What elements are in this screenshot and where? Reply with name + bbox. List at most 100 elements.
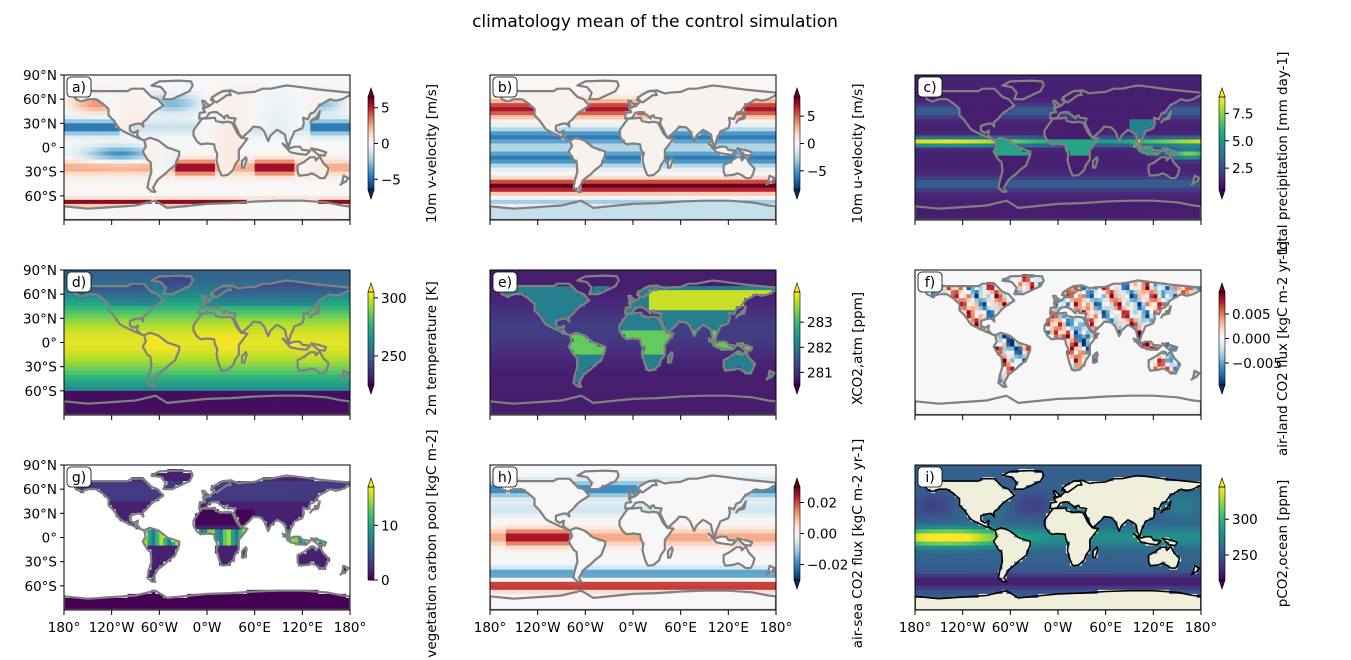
map-cell — [91, 207, 97, 213]
map-cell — [334, 83, 339, 88]
map-cell — [326, 87, 331, 92]
map-cell — [704, 135, 710, 141]
map-cell — [87, 159, 93, 165]
map-cell — [585, 147, 590, 153]
map-cell — [167, 99, 172, 104]
map-cell — [581, 75, 586, 80]
map-cell — [644, 175, 650, 181]
map-cell — [282, 75, 288, 80]
map-cell — [529, 87, 535, 92]
map-cell — [581, 167, 586, 173]
map-cell — [210, 163, 216, 169]
map-cell — [250, 159, 256, 165]
map-cell — [660, 191, 666, 197]
map-cell — [613, 163, 618, 169]
map-cell — [230, 87, 236, 92]
map-cell — [589, 159, 594, 165]
map-cell — [541, 79, 547, 84]
map-cell — [334, 191, 339, 197]
map-cell — [226, 175, 232, 181]
map-cell — [143, 83, 149, 88]
map-cell — [111, 87, 117, 92]
map-cell — [111, 151, 117, 157]
map-cell — [298, 135, 303, 141]
map-cell — [135, 79, 141, 84]
map-cell — [107, 131, 113, 137]
map-cell — [696, 111, 702, 116]
map-cell — [155, 195, 160, 201]
map-cell — [230, 119, 236, 124]
map-cell — [672, 187, 678, 193]
map-cell — [167, 163, 172, 169]
map-cell — [278, 95, 284, 100]
map-cell — [95, 95, 101, 100]
map-cell — [664, 155, 670, 161]
map-cell — [135, 147, 141, 153]
map-cell — [617, 79, 622, 84]
map-cell — [537, 147, 543, 153]
map-cell — [187, 175, 192, 181]
map-cell — [652, 131, 658, 137]
map-cell — [266, 167, 272, 173]
map-cell — [648, 183, 654, 189]
map-cell — [210, 191, 216, 197]
map-cell — [250, 139, 256, 145]
map-cell — [736, 75, 741, 80]
map-cell — [159, 91, 164, 96]
map-cell — [207, 87, 212, 92]
map-cell — [740, 175, 745, 181]
map-cell — [764, 99, 769, 104]
map-cell — [680, 115, 686, 120]
map-cell — [768, 87, 773, 92]
map-cell — [640, 87, 646, 92]
map-cell — [521, 191, 527, 197]
map-cell — [214, 123, 220, 128]
map-cell — [270, 179, 276, 185]
map-cell — [724, 167, 729, 173]
map-cell — [195, 179, 200, 185]
map-cell — [569, 95, 575, 100]
map-cell — [346, 99, 350, 104]
map-cell — [314, 179, 319, 185]
map-cell — [672, 75, 678, 80]
map-cell — [139, 183, 145, 189]
map-cell — [306, 143, 311, 149]
map-cell — [167, 107, 172, 112]
map-cell — [490, 107, 495, 112]
map-cell — [191, 107, 196, 112]
map-cell — [636, 163, 642, 169]
map-cell — [565, 119, 571, 124]
map-cell — [621, 195, 626, 201]
map-cell — [704, 151, 710, 157]
colorbar-segment — [368, 143, 374, 147]
map-cell — [728, 107, 733, 112]
map-cell — [342, 111, 347, 116]
map-cell — [115, 167, 121, 173]
map-cell — [302, 83, 307, 88]
map-cell — [708, 99, 714, 104]
map-cell — [605, 175, 610, 181]
coastline — [310, 147, 328, 157]
map-cell — [617, 199, 622, 205]
map-cell — [573, 115, 578, 120]
map-cell — [210, 207, 216, 213]
map-cell — [310, 107, 315, 112]
map-cell — [513, 135, 519, 141]
map-cell — [330, 215, 335, 220]
map-cell — [752, 171, 757, 177]
map-cell — [688, 147, 694, 153]
map-cell — [119, 207, 125, 213]
map-cell — [187, 195, 192, 201]
map-cell — [286, 187, 292, 193]
map-cell — [597, 175, 602, 181]
map-cell — [95, 131, 101, 137]
map-cell — [521, 79, 527, 84]
map-cell — [569, 179, 575, 185]
map-cell — [772, 143, 776, 149]
map-cell — [163, 147, 168, 153]
map-cell — [95, 79, 101, 84]
map-cell — [585, 99, 590, 104]
map-cell — [330, 115, 335, 120]
map-cell — [91, 143, 97, 149]
map-cell — [768, 123, 773, 128]
